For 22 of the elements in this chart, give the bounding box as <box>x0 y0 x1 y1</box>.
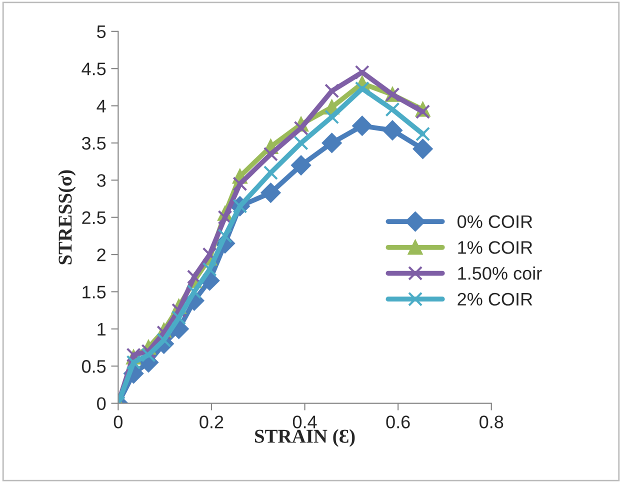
y-tick-label: 1.5 <box>82 286 106 298</box>
x-tick-label: 0.6 <box>386 416 410 428</box>
y-tick-label: 2.5 <box>82 211 106 224</box>
y-tick-label: 2 <box>97 248 106 262</box>
legend-label: 1% COIR <box>458 241 532 254</box>
y-tick-label: 4.5 <box>82 62 106 76</box>
y-axis-title: STRESS(σ) <box>58 170 76 264</box>
x-tick-label: 0 <box>114 416 122 428</box>
y-tick-label: 0.5 <box>82 360 106 373</box>
x-tick-label: 0.8 <box>480 416 504 428</box>
x-tick-label: 0.2 <box>200 416 224 428</box>
x-axis-title: STRAIN (Ɛ) <box>255 429 355 447</box>
y-tick-label: 0 <box>97 397 106 410</box>
legend-label: 0% COIR <box>458 215 532 228</box>
y-tick-label: 3.5 <box>82 136 106 150</box>
x-tick-label: 0.4 <box>292 416 317 428</box>
legend-label: 2% COIR <box>458 292 532 306</box>
y-tick-label: 3 <box>97 174 106 187</box>
y-tick-label: 1 <box>98 323 106 336</box>
y-tick-label: 4 <box>96 100 106 112</box>
y-tick-label: 5 <box>97 26 106 38</box>
legend-label: 1.50% coir <box>458 266 542 280</box>
